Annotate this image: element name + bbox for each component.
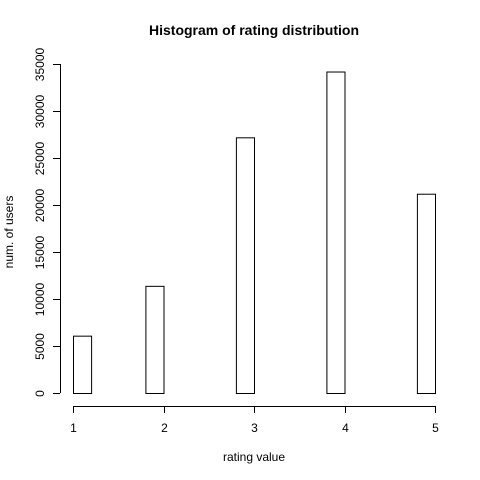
x-tick-label: 1	[70, 421, 77, 435]
histogram-bar	[416, 193, 436, 394]
x-tick-label: 5	[432, 421, 439, 435]
x-tick-label: 4	[342, 421, 349, 435]
y-tick-label: 5000	[33, 333, 47, 360]
chart-title: Histogram of rating distribution	[149, 22, 359, 38]
y-tick-label: 25000	[33, 141, 47, 175]
histogram-bar	[235, 137, 255, 394]
histogram-bar	[73, 335, 93, 395]
y-tick-label: 0	[33, 390, 47, 397]
x-axis-label: rating value	[223, 450, 285, 464]
y-tick-label: 35000	[33, 47, 47, 81]
y-tick-label: 20000	[33, 188, 47, 222]
y-tick-label: 15000	[33, 235, 47, 269]
bars-group	[73, 71, 436, 395]
y-axis-label: num. of users	[2, 196, 16, 269]
y-axis: 0 5000 10000 15000 20000 25000 30000 35000	[33, 47, 61, 397]
x-tick-label: 2	[161, 421, 168, 435]
histogram-bar	[145, 285, 165, 394]
y-tick-label: 10000	[33, 282, 47, 316]
histogram-bar	[326, 71, 346, 395]
x-tick-label: 3	[251, 421, 258, 435]
y-tick-label: 30000	[33, 94, 47, 128]
x-axis: 1 2 3 4 5	[70, 406, 439, 435]
